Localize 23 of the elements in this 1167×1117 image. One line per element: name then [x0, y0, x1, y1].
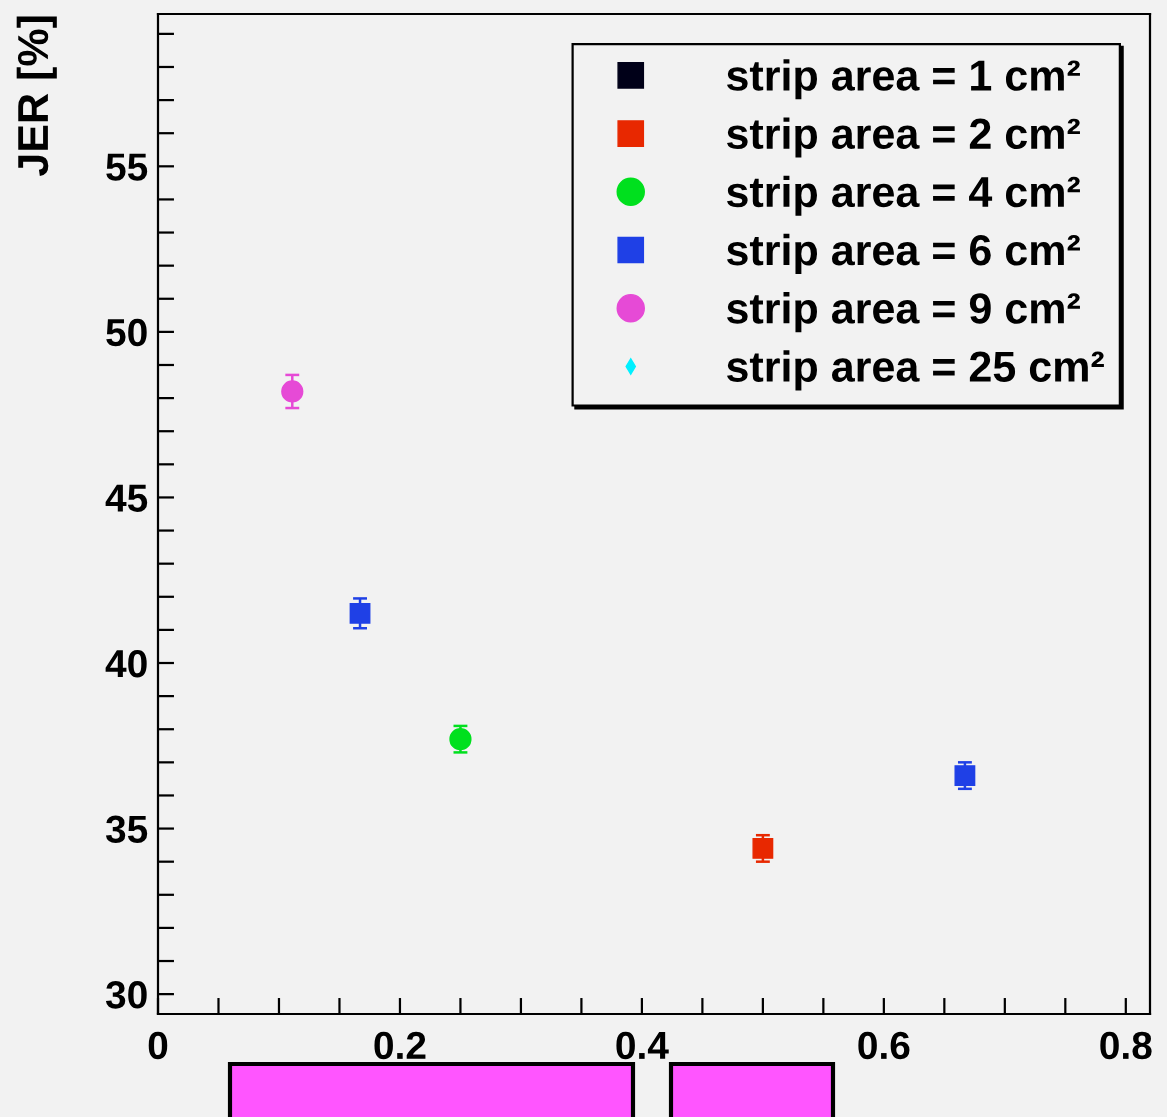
legend-label: strip area = 1 cm²	[726, 59, 1080, 100]
point	[752, 838, 774, 859]
point	[281, 380, 304, 403]
y-axis-title: JER [%]	[16, 16, 57, 177]
legend-label: strip area = 6 cm²	[726, 233, 1080, 274]
x-tick-label: 0.6	[858, 1031, 910, 1060]
x-tick-label: 0	[148, 1031, 168, 1060]
legend-label: strip area = 4 cm²	[726, 175, 1080, 216]
y-tick-label: 30	[105, 981, 147, 1009]
point	[349, 602, 371, 624]
legend-label: strip area = 25 cm²	[726, 350, 1104, 391]
x-tick-label: 0.4	[616, 1031, 669, 1060]
y-tick-label: 50	[106, 318, 147, 347]
y-tick-label: 45	[105, 484, 148, 512]
point	[954, 765, 976, 787]
x-tick-label: 0.8	[1100, 1031, 1152, 1060]
legend-label: strip area = 9 cm²	[726, 292, 1080, 333]
y-tick-label: 40	[105, 649, 147, 678]
legend-label: strip area = 2 cm²	[726, 117, 1080, 158]
y-tick-label: 55	[106, 153, 148, 181]
x-tick-label: 0.2	[374, 1031, 426, 1060]
y-tick-label: 35	[105, 815, 148, 844]
point	[449, 728, 472, 751]
